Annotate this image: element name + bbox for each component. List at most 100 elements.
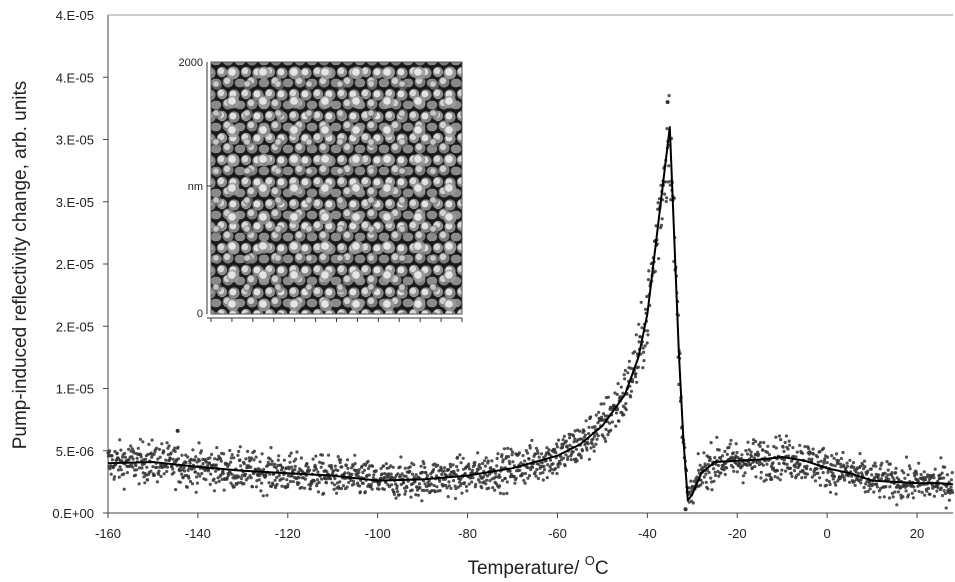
data-point xyxy=(862,485,866,490)
y-tick-label: 1.E-05 xyxy=(56,382,94,397)
data-point xyxy=(811,452,816,456)
data-point xyxy=(349,478,353,482)
data-point xyxy=(575,459,579,463)
data-point xyxy=(468,467,472,471)
data-point xyxy=(252,449,256,453)
data-point xyxy=(119,448,123,452)
data-point xyxy=(540,452,544,456)
data-point xyxy=(583,433,587,437)
data-point xyxy=(619,385,623,389)
data-point xyxy=(120,459,124,463)
data-point xyxy=(254,485,259,489)
data-point xyxy=(794,455,798,459)
data-point xyxy=(534,446,539,450)
data-point xyxy=(422,462,426,466)
data-point xyxy=(390,483,394,487)
data-point xyxy=(523,459,527,463)
data-point xyxy=(815,467,819,471)
data-point xyxy=(642,359,646,363)
data-point xyxy=(303,477,307,481)
data-point xyxy=(890,471,894,475)
data-point xyxy=(230,453,234,457)
data-point xyxy=(830,463,835,467)
data-point xyxy=(942,476,946,480)
data-point xyxy=(462,481,466,485)
data-point xyxy=(566,455,570,459)
data-point xyxy=(268,472,272,476)
data-point xyxy=(258,460,262,464)
data-point xyxy=(135,468,139,472)
data-point xyxy=(538,471,543,475)
data-point xyxy=(182,469,187,473)
data-point xyxy=(770,477,774,481)
data-point xyxy=(866,469,870,473)
x-tick-label: -80 xyxy=(458,526,477,541)
data-point xyxy=(523,471,528,476)
data-point xyxy=(940,494,945,498)
data-point xyxy=(332,487,336,491)
data-point xyxy=(460,482,464,486)
data-point xyxy=(439,467,443,471)
data-point xyxy=(384,480,388,485)
data-point xyxy=(790,474,794,478)
data-point xyxy=(888,485,892,489)
data-point xyxy=(483,459,487,463)
data-point xyxy=(942,489,946,493)
data-point xyxy=(718,456,723,460)
data-point xyxy=(357,471,361,475)
data-point xyxy=(646,333,650,337)
data-point xyxy=(574,447,579,451)
data-point xyxy=(629,395,633,399)
data-point xyxy=(146,452,150,456)
data-point xyxy=(282,458,286,462)
data-point xyxy=(347,480,351,485)
data-point xyxy=(659,223,664,227)
data-point xyxy=(629,389,634,393)
x-ticks: -160 -140 -120 -100 -80 -60 -40 -20 0 20 xyxy=(95,513,924,541)
data-point xyxy=(599,402,603,406)
data-point xyxy=(290,474,294,478)
data-point xyxy=(208,456,212,460)
data-point xyxy=(464,484,468,489)
data-point xyxy=(885,460,889,464)
data-point xyxy=(110,454,114,458)
data-point xyxy=(168,456,172,460)
data-point xyxy=(476,468,480,472)
data-point xyxy=(548,458,553,462)
x-axis-title-main: Temperature/ xyxy=(467,558,584,579)
data-point xyxy=(542,468,547,472)
data-point xyxy=(759,470,763,474)
data-point xyxy=(697,468,701,472)
data-point xyxy=(904,489,908,493)
data-point xyxy=(341,484,345,488)
data-point xyxy=(377,487,381,491)
data-point xyxy=(495,456,499,461)
data-point xyxy=(125,471,129,475)
data-point xyxy=(242,462,246,466)
data-point xyxy=(546,463,550,467)
data-point xyxy=(741,481,745,485)
data-point xyxy=(249,476,253,480)
data-point xyxy=(785,462,789,466)
data-point xyxy=(830,454,834,458)
data-point xyxy=(343,471,347,475)
data-point xyxy=(557,459,562,463)
data-point xyxy=(188,461,192,465)
data-point xyxy=(260,481,264,485)
x-tick-label: -40 xyxy=(638,526,657,541)
data-point xyxy=(331,469,335,473)
data-point xyxy=(112,477,116,481)
data-point xyxy=(708,457,712,461)
data-point xyxy=(194,490,198,494)
data-point xyxy=(818,476,822,480)
data-point xyxy=(487,472,492,476)
data-point xyxy=(549,467,554,471)
data-point xyxy=(874,464,878,468)
data-point xyxy=(887,477,891,481)
data-point xyxy=(643,344,647,348)
data-point xyxy=(594,413,598,417)
data-point xyxy=(506,455,511,459)
data-point xyxy=(238,458,242,462)
data-point xyxy=(906,493,911,497)
data-point xyxy=(236,481,240,485)
